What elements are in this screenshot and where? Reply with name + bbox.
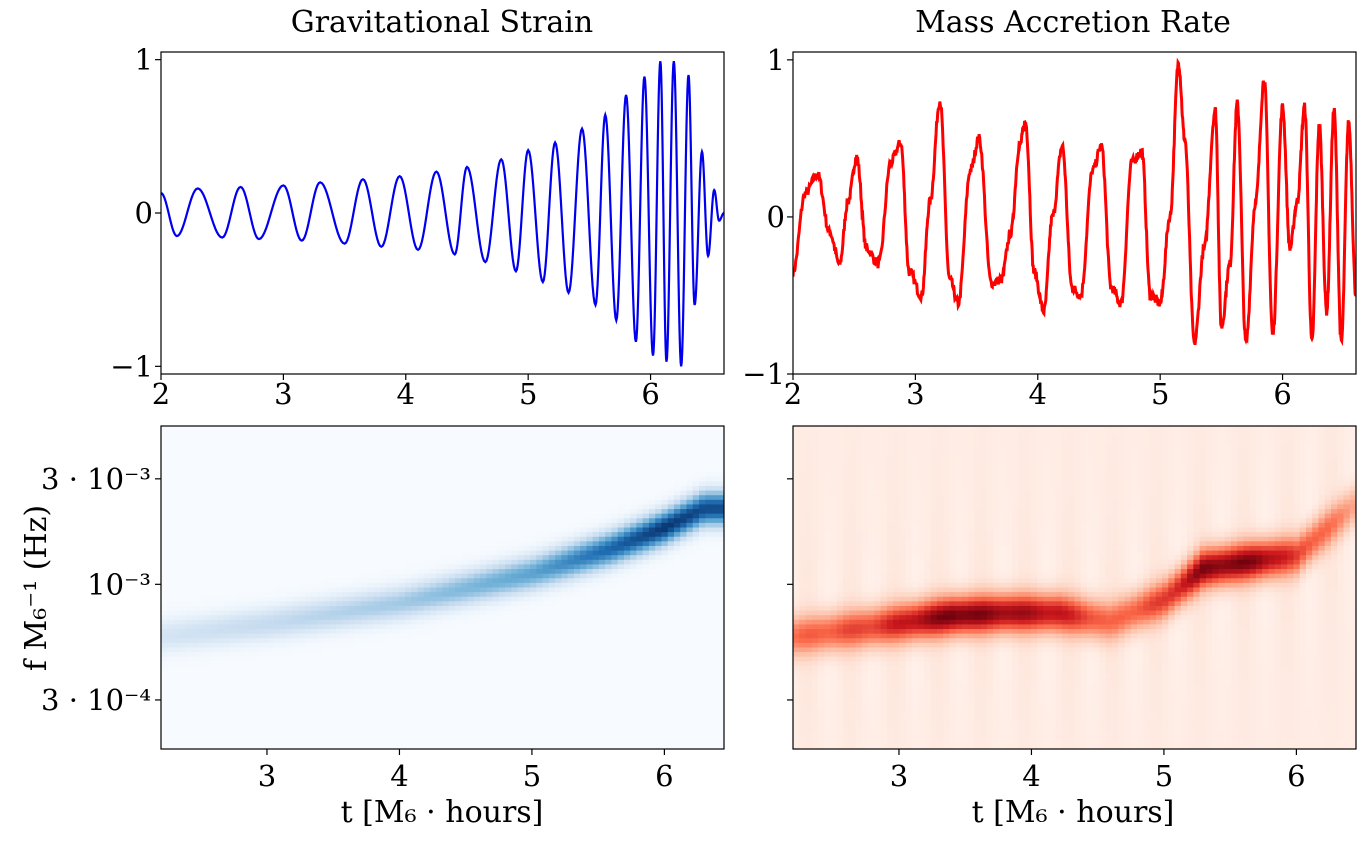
accretion-spectrogram-panel: 3 4 5 6 t [M₆ · hours] [787, 425, 1357, 830]
accretion-line [793, 57, 1356, 347]
accretion-spectrogram-area [793, 426, 1356, 749]
x-tick-label: 3 [906, 377, 924, 411]
strain-panel: Gravitational Strain 2 3 4 5 6 1 0 −1 [110, 5, 725, 411]
y-tick-label: 3 · 10⁻³ [41, 462, 151, 496]
x-tick-label: 3 [890, 759, 908, 793]
x-tick-label: 4 [390, 759, 408, 793]
strain-spectrogram-ticks: 3 4 5 6 3 · 10⁻³ 10⁻³ 3 · 10⁻⁴ [41, 462, 674, 793]
strain-line [161, 61, 724, 367]
x-tick-label: 4 [1022, 759, 1040, 793]
x-tick-label: 4 [1029, 377, 1047, 411]
strain-spectrogram-area [161, 426, 724, 749]
y-tick-label: 1 [767, 43, 785, 77]
x-tick-label: 4 [397, 377, 415, 411]
x-tick-label: 6 [1287, 759, 1305, 793]
y-tick-label: 0 [135, 196, 153, 230]
x-tick-label: 5 [519, 377, 537, 411]
y-tick-label: −1 [742, 357, 785, 391]
strain-ticks: 2 3 4 5 6 1 0 −1 [110, 43, 660, 411]
x-tick-label: 6 [641, 377, 659, 411]
strain-spectrogram-frame [160, 425, 725, 750]
spectrogram-ylabel: f M₆⁻¹ (Hz) [19, 505, 54, 671]
y-tick-label: 0 [767, 200, 785, 234]
x-tick-label: 2 [784, 377, 802, 411]
accretion-panel: Mass Accretion Rate 2 3 4 5 6 1 0 −1 [742, 5, 1357, 411]
x-tick-label: 6 [655, 759, 673, 793]
strain-spectrogram-xlabel: t [M₆ · hours] [341, 795, 544, 830]
accretion-spectrogram-xlabel: t [M₆ · hours] [972, 795, 1175, 830]
accretion-ticks: 2 3 4 5 6 1 0 −1 [742, 43, 1292, 411]
x-tick-label: 2 [152, 377, 170, 411]
accretion-title: Mass Accretion Rate [915, 5, 1231, 40]
accretion-spectrogram-frame [792, 425, 1357, 750]
x-tick-label: 5 [1155, 759, 1173, 793]
y-tick-label: 1 [135, 43, 153, 77]
strain-plot-area [161, 61, 724, 367]
accretion-spectrogram-ticks: 3 4 5 6 [787, 478, 1306, 793]
y-tick-label: −1 [110, 349, 153, 383]
x-tick-label: 6 [1273, 377, 1291, 411]
accretion-axes-frame [792, 51, 1357, 375]
y-tick-label: 10⁻³ [87, 567, 151, 601]
strain-title: Gravitational Strain [291, 5, 593, 40]
x-tick-label: 3 [258, 759, 276, 793]
accretion-plot-area [793, 57, 1356, 347]
x-tick-label: 3 [274, 377, 292, 411]
x-tick-label: 5 [1151, 377, 1169, 411]
x-tick-label: 5 [523, 759, 541, 793]
y-tick-label: 3 · 10⁻⁴ [41, 683, 151, 717]
strain-spectrogram-panel: 3 4 5 6 3 · 10⁻³ 10⁻³ 3 · 10⁻⁴ f M₆⁻¹ (Hz) t [… [19, 425, 725, 830]
